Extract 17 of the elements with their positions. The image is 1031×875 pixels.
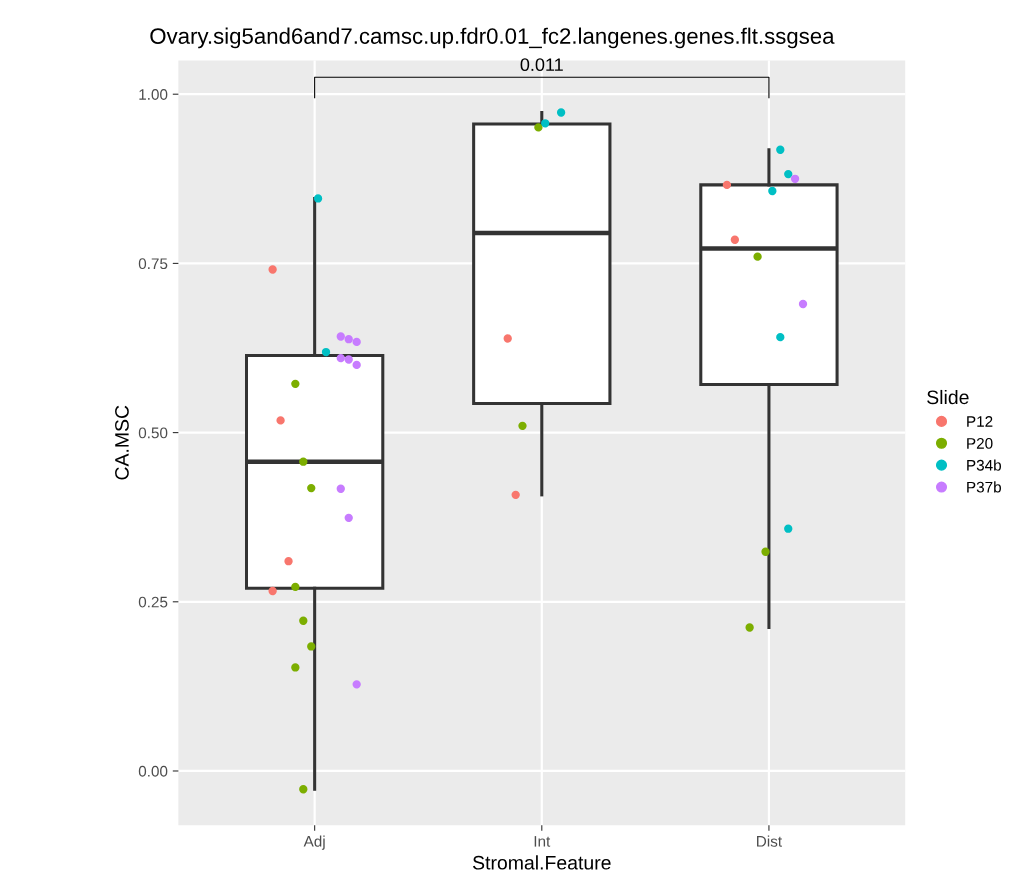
legend-label: P37b [967,481,1001,493]
x-tick-label: Int [534,836,551,847]
legend-label: P12 [967,416,993,427]
annotation: 0.011 [520,58,563,72]
legend-label: P34b [967,459,1001,471]
x-tick-label: Dist [757,835,782,847]
y-tick-label: 1.00 [139,89,168,100]
y-tick-label: 0.00 [138,765,168,777]
y-axis-title: CA.MSC [115,405,129,480]
y-tick-label: 0.75 [138,258,168,270]
x-axis-title: Stromal.Feature [472,855,611,870]
chart-title: Ovary.sig5and6and7.camsc.up.fdr0.01_fc2.langenes.genes.flt.ssgsea [150,27,835,49]
legend-title: Slide [927,389,969,405]
x-tick-label: Adj [303,835,325,850]
y-tick-label: 0.50 [138,427,168,439]
y-tick-label: 0.25 [138,596,168,608]
legend-label: P20 [967,437,993,449]
